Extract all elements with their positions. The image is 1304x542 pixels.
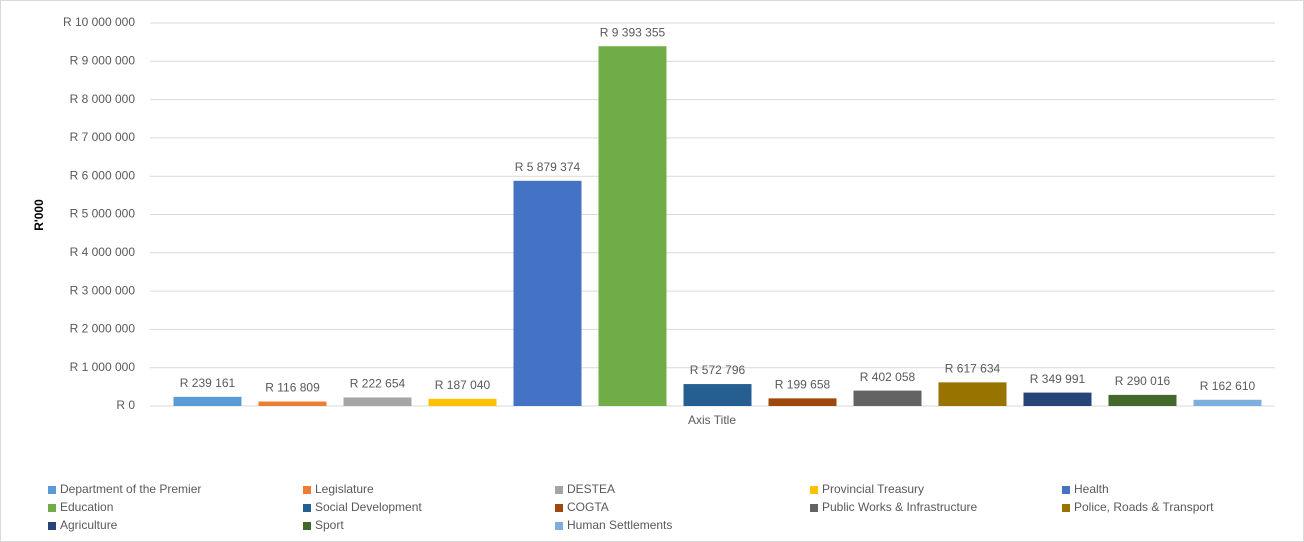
- legend-swatch: [555, 522, 563, 530]
- legend-swatch: [303, 522, 311, 530]
- bar: [428, 398, 497, 406]
- y-tick-label: R 6 000 000: [70, 168, 136, 182]
- legend-swatch: [810, 504, 818, 512]
- value-label: R 162 610: [1200, 379, 1256, 393]
- y-tick-label: R 3 000 000: [70, 283, 136, 297]
- legend-swatch: [303, 504, 311, 512]
- y-tick-label: R 9 000 000: [70, 53, 136, 67]
- value-label: R 572 796: [690, 363, 746, 377]
- legend-label: Health: [1074, 482, 1109, 496]
- legend-label: Social Development: [315, 500, 422, 514]
- bar: [513, 180, 582, 406]
- value-label: R 402 058: [860, 370, 916, 384]
- legend-label: Public Works & Infrastructure: [822, 500, 977, 514]
- value-label: R 349 991: [1030, 372, 1086, 386]
- value-label: R 5 879 374: [515, 160, 581, 174]
- legend-swatch: [48, 504, 56, 512]
- legend-swatch: [48, 522, 56, 530]
- bar: [1023, 392, 1092, 406]
- value-label: R 239 161: [180, 376, 236, 390]
- y-axis-title: R'000: [32, 199, 46, 231]
- value-label: R 290 016: [1115, 374, 1171, 388]
- bar: [1108, 394, 1177, 406]
- legend-label: Sport: [315, 518, 344, 532]
- legend-swatch: [1062, 486, 1070, 494]
- y-tick-label: R 7 000 000: [70, 130, 136, 144]
- bar: [853, 390, 922, 406]
- bar: [1193, 399, 1262, 406]
- value-label: R 199 658: [775, 378, 831, 392]
- bar: [258, 401, 327, 406]
- bar: [683, 384, 752, 406]
- x-axis-title: Axis Title: [688, 413, 736, 427]
- legend-swatch: [48, 486, 56, 494]
- bar: [173, 396, 242, 406]
- value-label: R 617 634: [945, 362, 1001, 376]
- value-label: R 187 040: [435, 378, 491, 392]
- legend-label: COGTA: [567, 500, 609, 514]
- legend-label: Police, Roads & Transport: [1074, 500, 1214, 514]
- bar: [938, 382, 1007, 406]
- y-tick-label: R 10 000 000: [63, 15, 135, 29]
- y-tick-label: R 8 000 000: [70, 92, 136, 106]
- y-tick-label: R 4 000 000: [70, 245, 136, 259]
- bar: [768, 398, 837, 406]
- y-tick-label: R 2 000 000: [70, 322, 136, 336]
- bar: [598, 46, 667, 407]
- y-tick-label: R 5 000 000: [70, 207, 136, 221]
- legend-swatch: [810, 486, 818, 494]
- value-label: R 9 393 355: [600, 25, 666, 39]
- y-tick-label: R 1 000 000: [70, 360, 136, 374]
- legend-label: Human Settlements: [567, 518, 672, 532]
- y-tick-label: R 0: [116, 398, 135, 412]
- legend-label: Department of the Premier: [60, 482, 201, 496]
- legend-swatch: [303, 486, 311, 494]
- bar: [343, 397, 412, 406]
- value-label: R 116 809: [265, 381, 320, 395]
- legend-swatch: [555, 504, 563, 512]
- legend-swatch: [1062, 504, 1070, 512]
- value-label: R 222 654: [350, 377, 406, 391]
- legend-swatch: [555, 486, 563, 494]
- legend-label: DESTEA: [567, 482, 615, 496]
- legend-label: Legislature: [315, 482, 374, 496]
- legend-label: Agriculture: [60, 518, 118, 532]
- legend-label: Education: [60, 500, 113, 514]
- legend-label: Provincial Treasury: [822, 482, 924, 496]
